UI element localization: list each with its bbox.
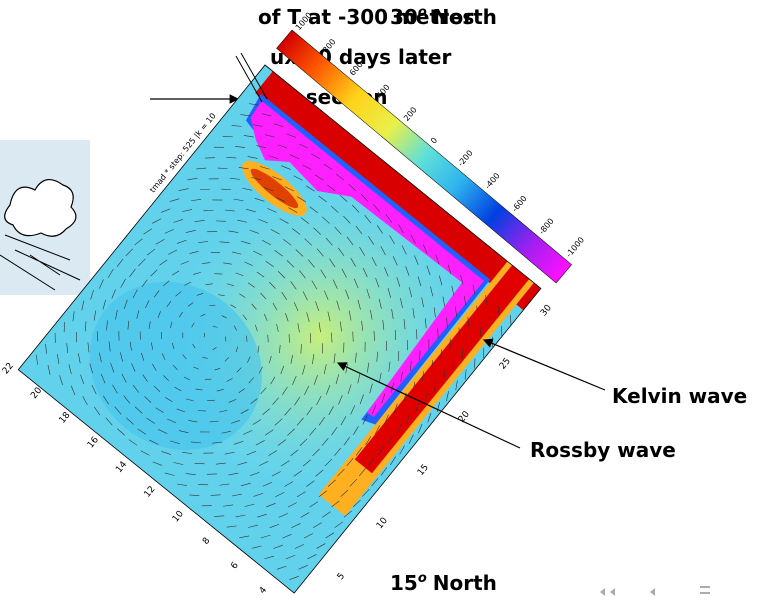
colorbar-tick-label: 0 xyxy=(429,136,439,146)
annotation: Kelvin wave xyxy=(612,384,747,408)
axis-tick-label: 10 xyxy=(171,509,186,524)
annotation: Rossby wave xyxy=(530,438,676,462)
north-label: 30o North xyxy=(390,5,497,29)
north-text: North xyxy=(433,5,497,29)
plot: tmad * step: 525 |k = 10 xyxy=(8,57,541,593)
colorbar-tick-label: 200 xyxy=(402,105,419,122)
axis-tick-label: 10 xyxy=(375,516,390,531)
colorbar-tick-label: -1000 xyxy=(564,235,586,259)
degree-symbol: o xyxy=(418,5,427,20)
axis-tick-label: 6 xyxy=(229,560,241,571)
colorbar-tick-label: -600 xyxy=(510,194,529,214)
slide: of T at -300 metres ux 20 days later th … xyxy=(0,0,772,605)
axis-tick-label: 22 xyxy=(1,361,16,376)
axis-tick-label: 12 xyxy=(143,484,158,499)
axis-tick-label: 18 xyxy=(58,410,73,425)
axis-tick-label: 4 xyxy=(258,585,270,596)
degrees: 30 xyxy=(390,5,418,29)
north-text: North xyxy=(433,571,497,595)
colorbar-tick-label: -200 xyxy=(456,149,475,169)
colorbar-tick-label: -800 xyxy=(537,217,556,237)
cloud-sketch xyxy=(0,140,90,295)
axis-tick-label: 25 xyxy=(498,356,513,371)
axis-tick-label: 20 xyxy=(457,409,472,424)
axis-tick-label: 15 xyxy=(416,463,431,478)
axis-tick-label: 16 xyxy=(86,435,101,450)
north-label: 15o North xyxy=(390,571,497,595)
page: {"header_lines": ["of T at -300 metres",… xyxy=(0,0,772,605)
axis-tick-label: 14 xyxy=(114,460,129,475)
degree-symbol: o xyxy=(418,571,427,586)
axis-tick-label: 30 xyxy=(539,303,554,318)
axis-tick-label: 5 xyxy=(336,571,347,582)
axis-tick-label: 8 xyxy=(201,536,213,547)
colorbar-tick-label: -400 xyxy=(483,171,502,191)
degrees: 15 xyxy=(390,571,418,595)
nav-icons xyxy=(600,586,710,596)
